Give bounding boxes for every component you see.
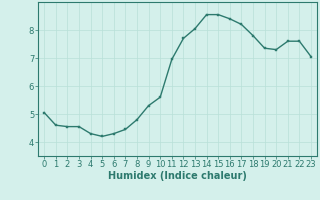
X-axis label: Humidex (Indice chaleur): Humidex (Indice chaleur) (108, 171, 247, 181)
